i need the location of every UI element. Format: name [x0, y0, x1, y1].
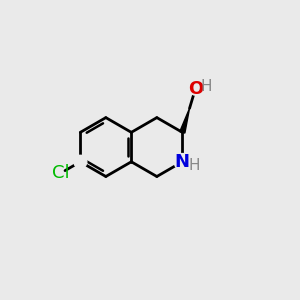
Circle shape: [189, 82, 202, 95]
Text: H: H: [189, 158, 200, 173]
Circle shape: [74, 155, 87, 168]
Text: O: O: [188, 80, 203, 98]
Text: N: N: [175, 153, 190, 171]
Polygon shape: [180, 108, 190, 133]
Text: H: H: [201, 79, 212, 94]
Text: Cl: Cl: [52, 164, 70, 182]
Circle shape: [174, 154, 190, 170]
